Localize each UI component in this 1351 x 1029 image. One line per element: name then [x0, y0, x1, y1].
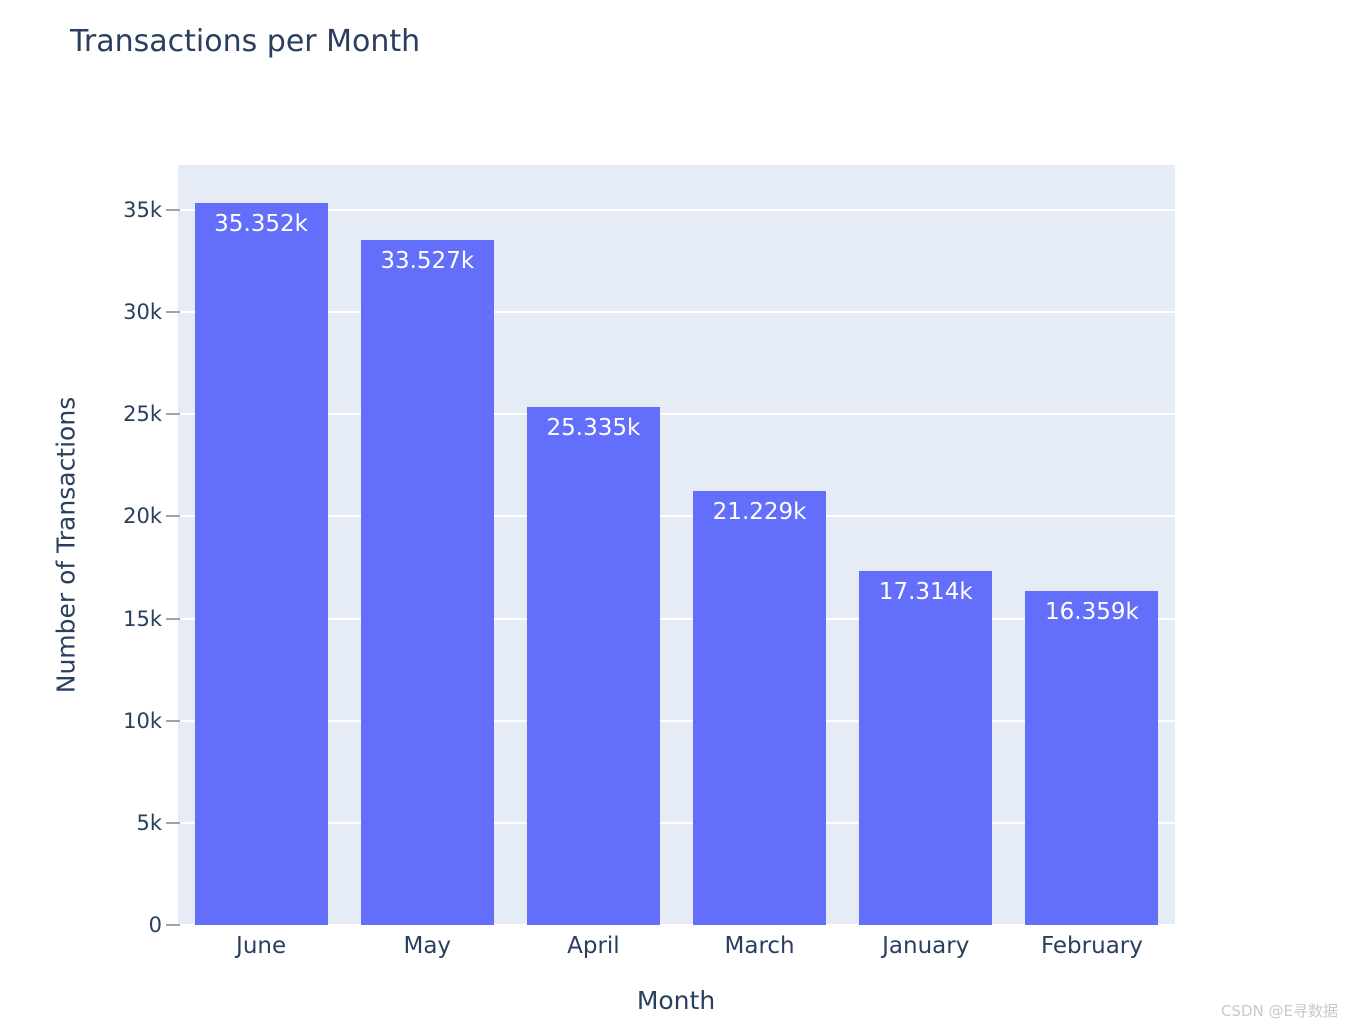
bar-march[interactable]: 21.229k	[693, 491, 827, 925]
y-tick-mark	[166, 515, 180, 518]
y-tick-label: 0	[148, 913, 162, 937]
bar-value-label: 21.229k	[712, 499, 807, 526]
x-tick-label-may: May	[403, 933, 452, 959]
y-tick-label: 30k	[123, 300, 162, 325]
bar-january[interactable]: 17.314k	[859, 571, 993, 925]
y-tick-mark	[166, 617, 180, 620]
x-tick-label-february: February	[1040, 933, 1143, 959]
bar-value-label: 35.352k	[214, 210, 308, 237]
bar-value-label: 17.314k	[878, 579, 973, 606]
plot-area[interactable]: 35.352k 33.527k 25.335k 21.229k 17.314k 16.35…	[178, 165, 1175, 926]
y-tick-mark	[166, 208, 180, 211]
chart-title: Transactions per Month	[70, 24, 421, 59]
gridline	[178, 924, 1175, 926]
gridline	[178, 311, 1175, 314]
x-tick-label-march: March	[724, 933, 795, 959]
gridline	[178, 413, 1175, 416]
gridline	[178, 719, 1175, 722]
y-tick-label: 35k	[123, 197, 162, 222]
bar-june[interactable]: 35.352k	[194, 202, 328, 925]
bar-value-label: 25.335k	[546, 415, 641, 442]
bar-value-label: 33.527k	[380, 248, 475, 275]
y-axis-title: Number of Transactions	[51, 396, 81, 694]
y-tick-mark	[166, 719, 180, 722]
y-tick-label: 15k	[123, 606, 162, 631]
gridline	[178, 515, 1175, 518]
y-tick-mark	[166, 413, 180, 416]
y-tick-label: 20k	[123, 504, 162, 529]
y-tick-mark	[166, 924, 180, 926]
x-tick-label-june: June	[236, 933, 287, 959]
gridline	[178, 821, 1175, 824]
x-tick-label-april: April	[567, 933, 620, 959]
y-tick-label: 10k	[123, 708, 162, 733]
y-tick-mark	[166, 821, 180, 824]
x-axis-title: Month	[636, 986, 716, 1015]
watermark: CSDN @E寻数据	[1220, 1002, 1338, 1020]
gridline	[178, 208, 1175, 211]
y-tick-label: 25k	[123, 402, 162, 427]
bar-may[interactable]: 33.527k	[360, 240, 494, 925]
y-tick-mark	[166, 311, 180, 314]
bar-february[interactable]: 16.359k	[1025, 590, 1159, 925]
bar-value-label: 16.359k	[1045, 598, 1139, 625]
gridline	[178, 617, 1175, 620]
y-tick-label: 5k	[136, 810, 162, 835]
x-tick-label-january: January	[882, 933, 970, 959]
bar-april[interactable]: 25.335k	[526, 407, 660, 925]
